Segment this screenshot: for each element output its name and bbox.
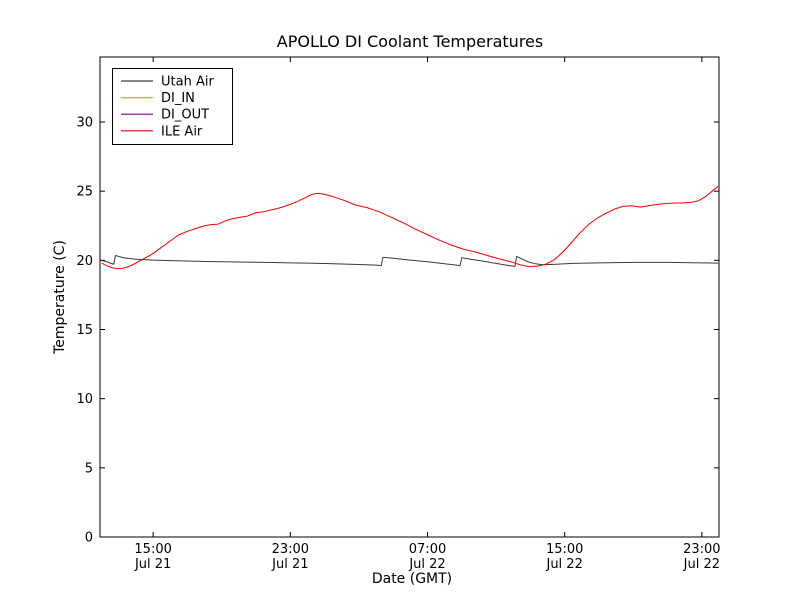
y-axis-label: Temperature (C): [52, 240, 68, 355]
x-tick-label-time: 07:00: [409, 542, 446, 557]
y-tick-label: 15: [76, 323, 93, 338]
x-axis-label: Date (GMT): [372, 571, 452, 587]
y-tick-label: 0: [85, 531, 93, 546]
chart-title: APOLLO DI Coolant Temperatures: [277, 32, 543, 51]
y-tick-label: 25: [76, 185, 93, 200]
y-tick-label: 30: [76, 116, 93, 131]
x-tick-label-time: 23:00: [272, 542, 309, 557]
x-tick-label-date: Jul 21: [271, 557, 308, 572]
legend-label-ile-air: ILE Air: [161, 124, 203, 139]
y-tick-label: 20: [76, 254, 93, 269]
plot-area: [99, 56, 720, 538]
tick-marks: [100, 57, 719, 538]
series-lines: [101, 185, 719, 270]
y-tick-label: 10: [76, 392, 93, 407]
x-tick-label-date: Jul 22: [408, 557, 445, 572]
legend-label-di-in: DI_IN: [161, 91, 195, 106]
legend-label-di-out: DI_OUT: [161, 108, 209, 123]
x-tick-label-time: 23:00: [683, 542, 720, 557]
series-line-utah-air: [101, 255, 719, 267]
y-tick-label: 5: [85, 461, 93, 476]
series-line-ile-air: [101, 185, 719, 270]
legend-label-utah-air: Utah Air: [161, 75, 214, 90]
x-tick-label-time: 15:00: [546, 542, 583, 557]
x-tick-label-date: Jul 22: [683, 557, 720, 572]
x-tick-label-date: Jul 21: [134, 557, 171, 572]
x-tick-label-time: 15:00: [134, 542, 171, 557]
x-tick-label-date: Jul 22: [545, 557, 582, 572]
